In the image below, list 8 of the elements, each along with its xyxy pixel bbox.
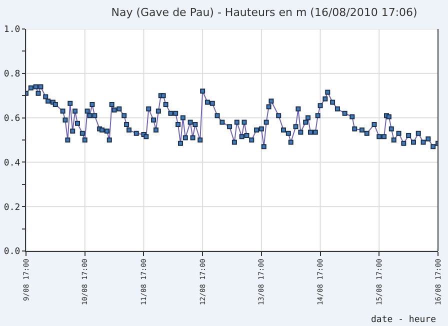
- y-tick-label: 0.4: [4, 158, 20, 168]
- y-tick-label: 0.0: [4, 247, 20, 258]
- y-tick-label: 1.0: [4, 25, 20, 36]
- x-axis-title: date - heure: [371, 315, 436, 325]
- y-tick-label: 0.8: [4, 70, 20, 80]
- y-tick-label: 0.6: [4, 114, 20, 124]
- y-tick-label: 0.2: [4, 202, 20, 213]
- chart-title: Nay (Gave de Pau) - Hauteurs en m (16/08/2010 17:06): [111, 6, 418, 19]
